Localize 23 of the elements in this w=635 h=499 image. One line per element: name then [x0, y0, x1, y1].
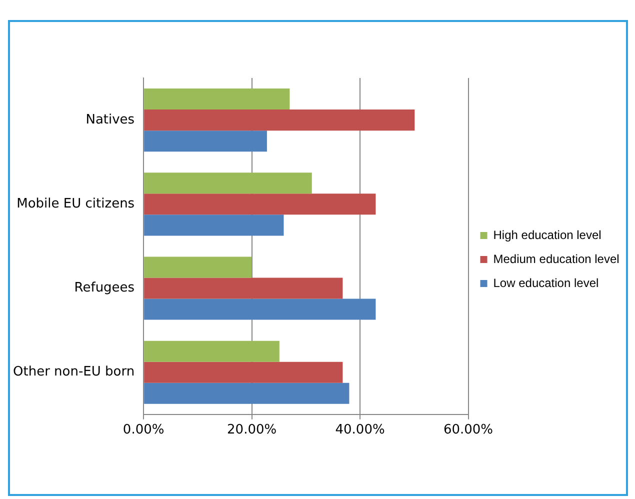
- bar: [144, 256, 252, 278]
- bar: [144, 340, 280, 362]
- legend-label: High education level: [493, 228, 602, 242]
- legend-label: Medium education level: [493, 252, 620, 266]
- bar: [144, 172, 312, 194]
- x-tick-label: 60.00%: [443, 422, 494, 438]
- y-tick-label: Refugees: [74, 280, 135, 296]
- bar: [144, 110, 415, 131]
- legend-label: Low education level: [493, 276, 599, 290]
- x-tick-label: 40.00%: [335, 422, 385, 438]
- y-tick-label: Mobile EU citizens: [16, 196, 135, 212]
- bar: [144, 214, 284, 236]
- bar: [144, 382, 350, 404]
- bar: [144, 130, 267, 152]
- bar: [144, 362, 343, 383]
- x-tick-label: 20.00%: [227, 422, 277, 438]
- x-tick-label: 0.00%: [122, 422, 164, 438]
- bar: [144, 278, 343, 299]
- bar: [144, 298, 376, 320]
- y-tick-label: Other non-EU born: [12, 364, 135, 380]
- bar: [144, 88, 290, 110]
- y-tick-label: Natives: [86, 112, 135, 128]
- bar: [144, 194, 376, 215]
